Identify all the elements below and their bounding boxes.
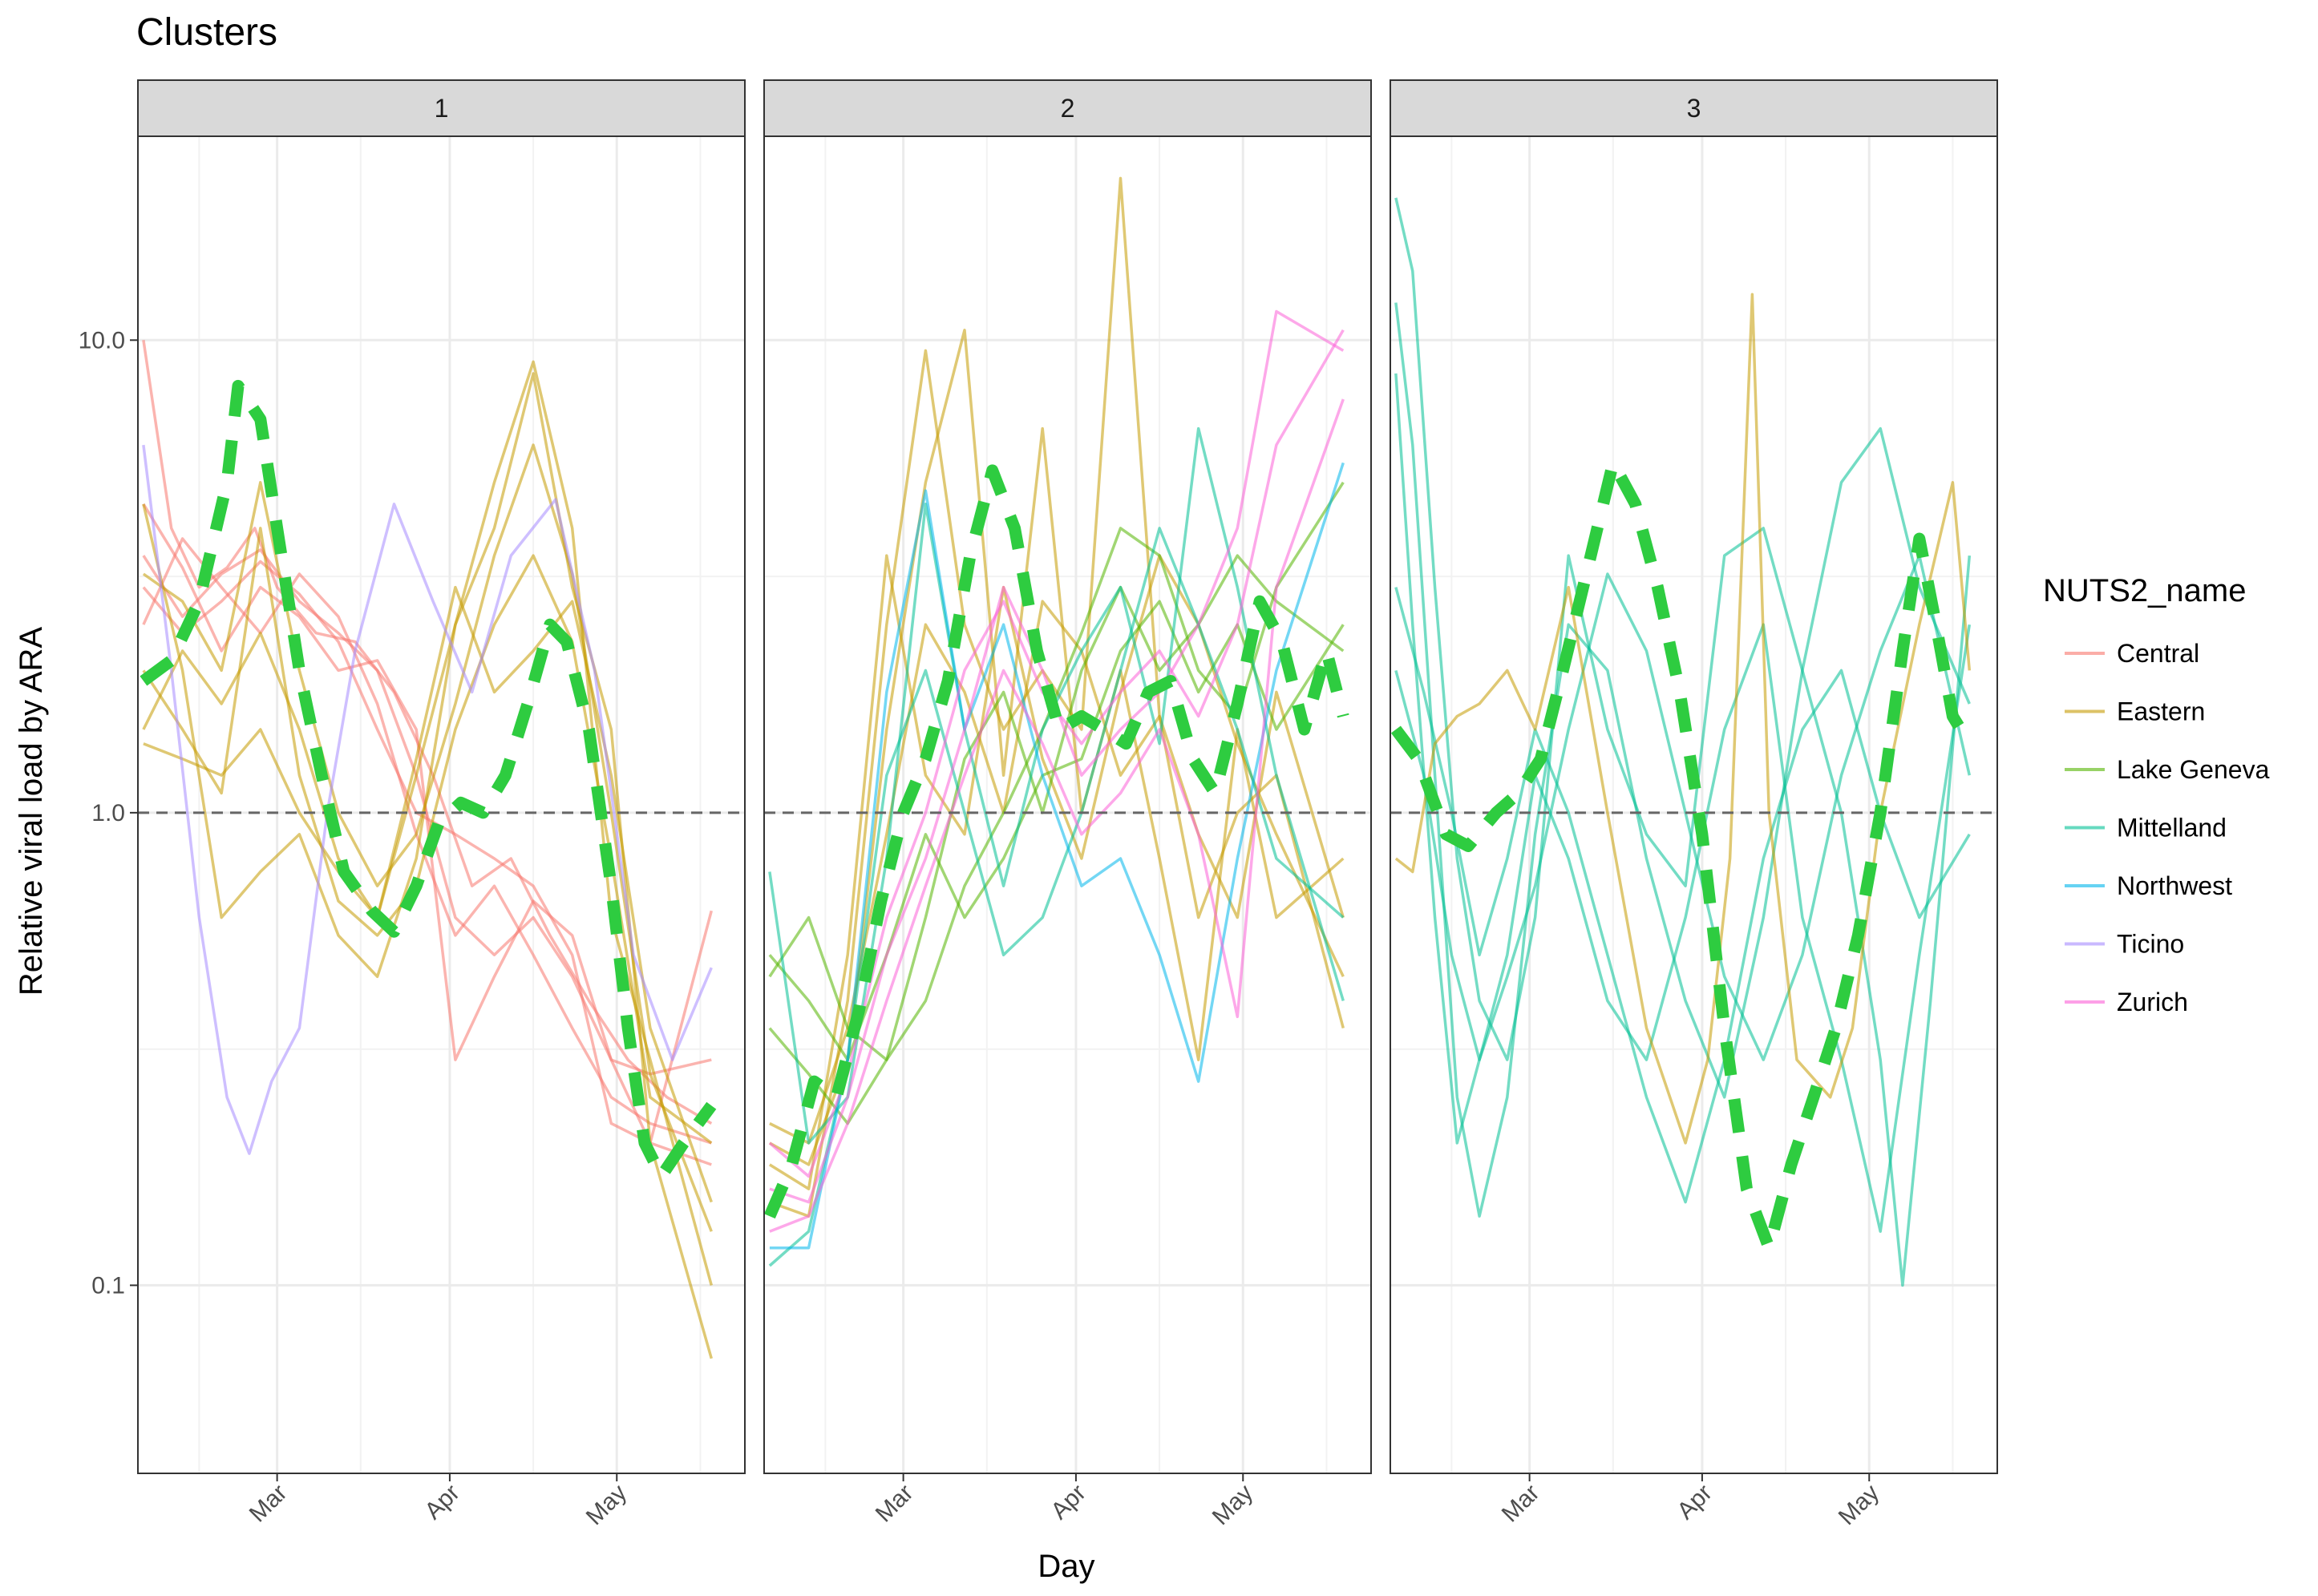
x-tick-label: Mar xyxy=(245,1480,293,1528)
x-tick-label: May xyxy=(581,1480,632,1530)
legend-item: Central xyxy=(2065,639,2199,668)
series-line-mittelland xyxy=(1394,197,1972,1287)
facet-strip xyxy=(763,79,1372,137)
legend-label: Northwest xyxy=(2117,871,2232,900)
series-layer xyxy=(764,176,1371,1267)
facet-strip-label: 3 xyxy=(1687,94,1701,123)
series-layer xyxy=(138,340,745,1360)
panel-border xyxy=(763,135,1372,1474)
y-tick-label: 0.1 xyxy=(91,1272,125,1299)
y-axis-label: Relative viral load by ARA xyxy=(14,627,49,996)
panel-border xyxy=(137,135,746,1474)
legend-item: Northwest xyxy=(2065,871,2232,900)
y-tick-label: 10.0 xyxy=(79,327,125,354)
series-line-mittelland xyxy=(768,527,1345,1267)
x-tick-label: May xyxy=(1208,1480,1258,1530)
facet-panel-1: 1 Mar Apr May xyxy=(137,79,746,1530)
x-tick-label: Mar xyxy=(1497,1480,1545,1528)
x-axis-label: Day xyxy=(1038,1549,1094,1584)
legend-item: Lake Geneva xyxy=(2065,755,2270,784)
legend-label: Zurich xyxy=(2117,988,2188,1016)
facet-panel-2: 2 Mar Apr May xyxy=(763,79,1372,1530)
legend-item: Eastern xyxy=(2065,697,2205,726)
legend-label: Ticino xyxy=(2117,930,2184,959)
x-tick-label: May xyxy=(1834,1480,1884,1530)
legend: NUTS2_name Central Eastern Lake Geneva Mitte… xyxy=(2043,573,2270,1016)
facet-strip-label: 1 xyxy=(435,94,449,123)
panel-border xyxy=(1390,135,1998,1474)
series-line-eastern xyxy=(142,585,713,1203)
x-tick-label: Mar xyxy=(871,1480,919,1528)
panel-background xyxy=(138,136,745,1473)
x-tick-label: Apr xyxy=(1046,1480,1091,1525)
series-line-eastern xyxy=(143,372,713,1360)
series-line-mittelland xyxy=(1394,554,1972,1061)
facet-strip xyxy=(1390,79,1998,137)
legend-label: Central xyxy=(2117,639,2199,668)
legend-label: Eastern xyxy=(2117,697,2205,726)
series-line-ticino xyxy=(142,444,713,1155)
series-line-mittelland xyxy=(1394,302,1971,1218)
facet-panel-3: 3 Mar Apr May xyxy=(1390,79,1998,1530)
facet-strip-label: 2 xyxy=(1061,94,1075,123)
series-line-mittelland xyxy=(1394,587,1971,1204)
series-line-eastern xyxy=(142,443,713,1232)
cluster-centroid-line xyxy=(1390,456,1975,1255)
series-line-zurich xyxy=(769,398,1345,1233)
x-tick-label: Apr xyxy=(1673,1480,1717,1525)
legend-label: Mittelland xyxy=(2117,814,2227,842)
chart-title: Clusters xyxy=(136,11,277,54)
series-line-zurich xyxy=(769,309,1345,1204)
facet-panels: 1 Mar Apr May 2 Mar Apr May 3 Mar Apr May xyxy=(137,79,1998,1530)
cluster-centroid-line xyxy=(764,464,1349,1219)
facet-strip xyxy=(137,79,746,137)
series-layer xyxy=(1390,197,1997,1287)
legend-item: Ticino xyxy=(2065,930,2184,959)
y-tick-label: 1.0 xyxy=(91,800,125,826)
legend-item: Mittelland xyxy=(2065,814,2227,842)
legend-label: Lake Geneva xyxy=(2117,755,2270,784)
cluster-centroid-line xyxy=(140,379,717,1182)
legend-title: NUTS2_name xyxy=(2043,573,2246,608)
legend-item: Zurich xyxy=(2065,988,2188,1016)
series-line-northwest xyxy=(769,462,1345,1250)
x-tick-label: Apr xyxy=(420,1480,465,1525)
series-line-central xyxy=(142,503,713,1145)
y-axis: 0.1 1.0 10.0 xyxy=(79,327,138,1299)
series-line-eastern xyxy=(768,554,1345,1190)
